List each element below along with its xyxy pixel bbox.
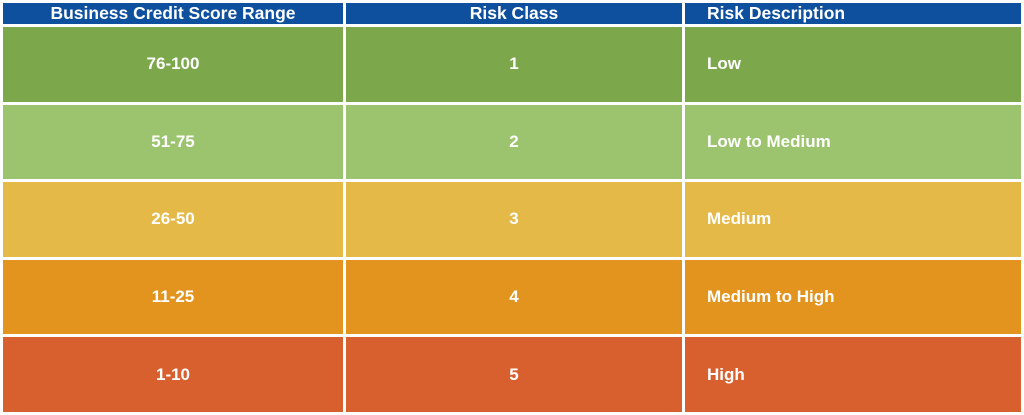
risk-description-cell: Low (707, 54, 741, 74)
header-risk-class: Risk Class (469, 3, 559, 23)
risk-class-cell: 3 (509, 209, 519, 229)
table-row: 11-25 4 Medium to High (3, 259, 1021, 335)
score-range-cell: 11-25 (151, 287, 195, 307)
header-row: Business Credit Score Range Risk Class R… (3, 3, 1021, 24)
score-range-cell: 26-50 (151, 209, 195, 229)
risk-description-cell: Low to Medium (707, 131, 831, 151)
table-row: 1-10 5 High (3, 337, 1021, 412)
risk-class-cell: 1 (509, 54, 519, 74)
risk-description-cell: Medium to High (707, 287, 835, 307)
score-range-cell: 1-10 (155, 364, 191, 384)
table-row: 26-50 3 Medium (3, 182, 1021, 257)
risk-description-cell: High (707, 364, 745, 384)
score-range-cell: 76-100 (146, 54, 200, 74)
risk-class-cell: 5 (509, 364, 519, 384)
table-row: 76-100 1 Low (3, 27, 1021, 102)
risk-class-cell: 4 (509, 287, 519, 307)
risk-description-cell: Medium (707, 209, 772, 229)
header-risk-description: Risk Description (707, 3, 846, 23)
table-row: 51-75 2 Low to Medium (3, 104, 1021, 180)
header-score-range: Business Credit Score Range (50, 3, 296, 23)
risk-class-cell: 2 (509, 131, 519, 151)
score-range-cell: 51-75 (151, 131, 195, 151)
